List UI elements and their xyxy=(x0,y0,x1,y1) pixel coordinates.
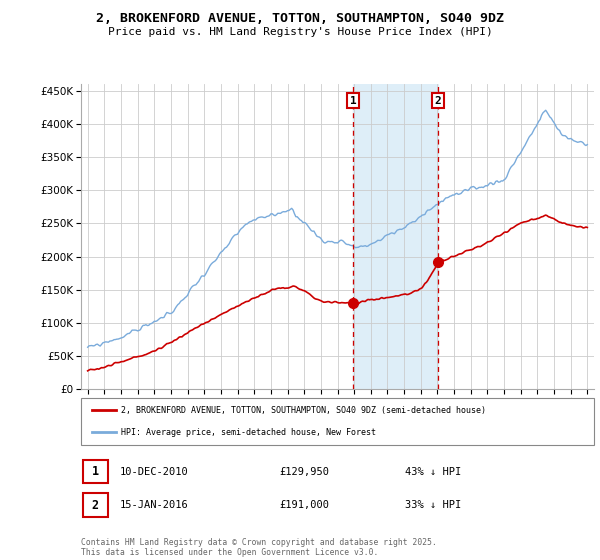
Text: 10-DEC-2010: 10-DEC-2010 xyxy=(120,466,189,477)
Text: £191,000: £191,000 xyxy=(279,500,329,510)
Text: £129,950: £129,950 xyxy=(279,466,329,477)
Text: Price paid vs. HM Land Registry's House Price Index (HPI): Price paid vs. HM Land Registry's House … xyxy=(107,27,493,37)
Bar xyxy=(353,84,438,389)
Text: 43% ↓ HPI: 43% ↓ HPI xyxy=(405,466,461,477)
Text: 2, BROKENFORD AVENUE, TOTTON, SOUTHAMPTON, SO40 9DZ: 2, BROKENFORD AVENUE, TOTTON, SOUTHAMPTO… xyxy=(96,12,504,25)
Text: 33% ↓ HPI: 33% ↓ HPI xyxy=(405,500,461,510)
Text: 1: 1 xyxy=(350,96,356,106)
Text: 15-JAN-2016: 15-JAN-2016 xyxy=(120,500,189,510)
Text: 1: 1 xyxy=(92,465,99,478)
Text: 2: 2 xyxy=(92,498,99,512)
Text: 2: 2 xyxy=(435,96,442,106)
Text: Contains HM Land Registry data © Crown copyright and database right 2025.
This d: Contains HM Land Registry data © Crown c… xyxy=(81,538,437,557)
Text: 2, BROKENFORD AVENUE, TOTTON, SOUTHAMPTON, SO40 9DZ (semi-detached house): 2, BROKENFORD AVENUE, TOTTON, SOUTHAMPTO… xyxy=(121,406,485,415)
Text: HPI: Average price, semi-detached house, New Forest: HPI: Average price, semi-detached house,… xyxy=(121,428,376,437)
